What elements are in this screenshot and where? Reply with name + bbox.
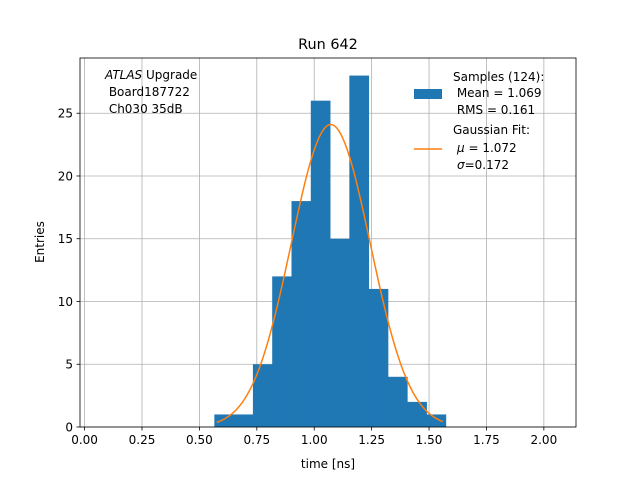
histogram-bar xyxy=(426,414,447,427)
y-tick-label: 25 xyxy=(58,107,73,121)
legend-samples-line-3: RMS = 0.161 xyxy=(453,103,535,117)
annotation-line-2: Board187722 xyxy=(105,85,190,99)
legend-mu-value: = 1.072 xyxy=(465,141,517,155)
gaussian-fit xyxy=(216,123,444,424)
histogram-bar xyxy=(233,414,254,427)
annotation-box: ATLAS Upgrade Board187722 Ch030 35dB xyxy=(104,68,197,116)
legend: Samples (124): Mean = 1.069 RMS = 0.161 … xyxy=(414,70,544,172)
histogram-bar xyxy=(349,75,370,428)
histogram-bar xyxy=(291,201,312,427)
plot-frame xyxy=(79,57,577,428)
legend-fit-line-2: μ = 1.072 xyxy=(456,141,517,155)
chart-title: Run 642 xyxy=(298,37,358,53)
x-tick-label: 1.00 xyxy=(301,433,328,447)
histogram-bar xyxy=(407,401,427,427)
legend-samples-line-2: Mean = 1.069 xyxy=(453,86,542,100)
annotation-line-1: ATLAS Upgrade xyxy=(104,68,197,82)
histogram-bar xyxy=(387,376,408,427)
y-axis-label: Entries xyxy=(33,221,47,263)
histogram-bar xyxy=(330,238,350,427)
legend-fit-line-3: σ=0.172 xyxy=(457,158,509,172)
y-tick-label: 15 xyxy=(58,232,73,246)
histogram-bar xyxy=(252,364,273,427)
legend-sigma-value: =0.172 xyxy=(465,158,509,172)
annotation-line-3: Ch030 35dB xyxy=(105,102,183,116)
y-tick-label: 0 xyxy=(65,420,73,434)
annotation-upgrade: Upgrade xyxy=(142,68,197,82)
legend-fit-line-1: Gaussian Fit: xyxy=(453,123,530,137)
y-tick-label: 20 xyxy=(58,169,73,183)
histogram-bar xyxy=(272,276,292,427)
legend-mu-symbol: μ xyxy=(456,141,465,155)
x-tick-label: 0.00 xyxy=(71,433,98,447)
x-tick-label: 0.50 xyxy=(186,433,213,447)
histogram-bar xyxy=(214,414,235,427)
x-tick-label: 0.25 xyxy=(129,433,156,447)
x-tick-label: 1.25 xyxy=(358,433,385,447)
x-tick-label: 0.75 xyxy=(243,433,270,447)
histogram-bar xyxy=(368,288,389,427)
x-tick-label: 2.00 xyxy=(530,433,557,447)
annotation-atlas: ATLAS xyxy=(104,68,143,82)
x-axis-label: time [ns] xyxy=(301,457,355,471)
x-tick-label: 1.50 xyxy=(416,433,443,447)
legend-sigma-symbol: σ xyxy=(457,158,465,172)
legend-samples-line-1: Samples (124): xyxy=(453,70,544,84)
x-axis-ticks: 0.00 0.25 0.50 0.75 1.00 1.25 1.50 1.75 2.00 xyxy=(71,427,557,447)
histogram-bar xyxy=(310,100,331,428)
x-tick-label: 1.75 xyxy=(473,433,500,447)
y-tick-label: 5 xyxy=(65,358,73,372)
legend-samples-swatch xyxy=(414,89,442,99)
histogram-bars xyxy=(214,75,447,428)
y-axis-ticks: 0 5 10 15 20 25 xyxy=(58,107,80,434)
gaussian-fit-line xyxy=(216,123,444,424)
y-tick-label: 10 xyxy=(58,295,73,309)
